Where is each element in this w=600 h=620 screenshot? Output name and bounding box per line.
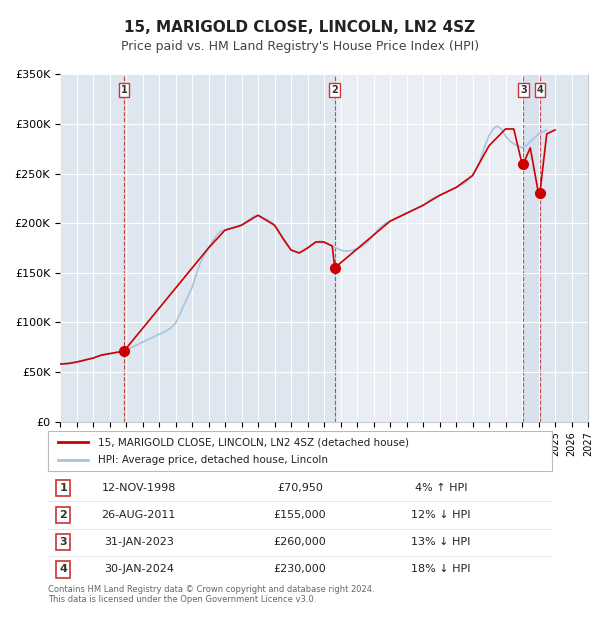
Text: HPI: Average price, detached house, Lincoln: HPI: Average price, detached house, Linc…	[98, 455, 328, 465]
Text: £230,000: £230,000	[274, 564, 326, 574]
Text: 15, MARIGOLD CLOSE, LINCOLN, LN2 4SZ: 15, MARIGOLD CLOSE, LINCOLN, LN2 4SZ	[124, 20, 476, 35]
Text: £155,000: £155,000	[274, 510, 326, 520]
Text: 15, MARIGOLD CLOSE, LINCOLN, LN2 4SZ (detached house): 15, MARIGOLD CLOSE, LINCOLN, LN2 4SZ (de…	[98, 437, 409, 447]
Text: 1: 1	[121, 85, 127, 95]
Bar	[540, 74, 588, 422]
Text: 3: 3	[520, 85, 527, 95]
Text: 18% ↓ HPI: 18% ↓ HPI	[412, 564, 471, 574]
Text: 4: 4	[59, 564, 67, 574]
Text: Price paid vs. HM Land Registry's House Price Index (HPI): Price paid vs. HM Land Registry's House …	[121, 40, 479, 53]
Text: 2: 2	[59, 510, 67, 520]
Text: 26-AUG-2011: 26-AUG-2011	[101, 510, 176, 520]
Text: 3: 3	[59, 537, 67, 547]
Text: 4: 4	[536, 85, 543, 95]
Text: 13% ↓ HPI: 13% ↓ HPI	[412, 537, 471, 547]
Text: 12-NOV-1998: 12-NOV-1998	[101, 483, 176, 493]
Text: 1: 1	[59, 483, 67, 493]
Text: £260,000: £260,000	[274, 537, 326, 547]
Text: 4% ↑ HPI: 4% ↑ HPI	[415, 483, 467, 493]
Text: Contains HM Land Registry data © Crown copyright and database right 2024.
This d: Contains HM Land Registry data © Crown c…	[48, 585, 374, 604]
Text: 31-JAN-2023: 31-JAN-2023	[104, 537, 173, 547]
Bar	[124, 74, 335, 422]
Text: 30-JAN-2024: 30-JAN-2024	[104, 564, 174, 574]
Bar	[523, 74, 540, 422]
Text: 2: 2	[331, 85, 338, 95]
Text: 12% ↓ HPI: 12% ↓ HPI	[412, 510, 471, 520]
Text: £70,950: £70,950	[277, 483, 323, 493]
Bar	[60, 74, 124, 422]
